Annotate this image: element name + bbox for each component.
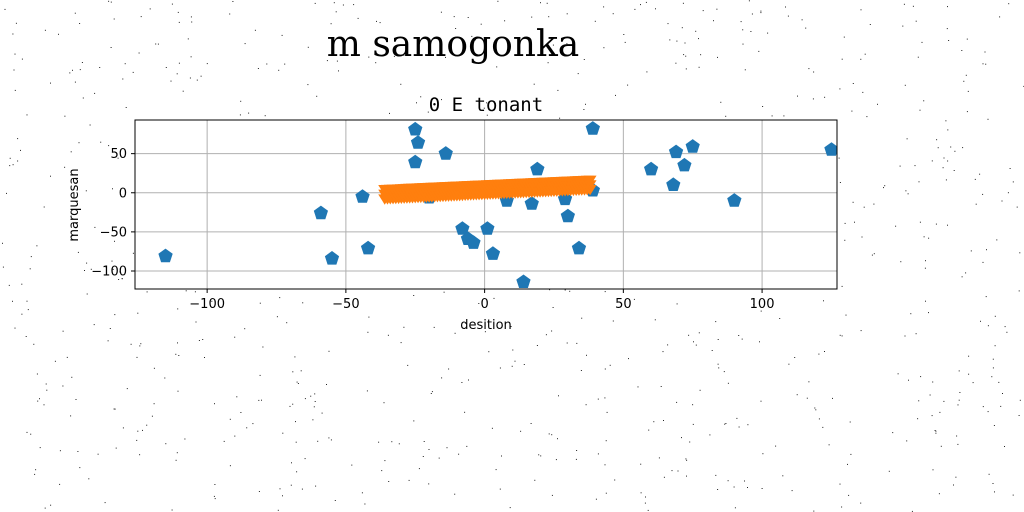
data-point (524, 196, 539, 210)
data-point (438, 146, 453, 160)
data-point (644, 161, 659, 176)
data-point (666, 177, 681, 191)
data-point (455, 221, 470, 235)
x-tick-label: −100 (189, 297, 225, 312)
data-point (485, 246, 501, 260)
data-point (727, 193, 742, 207)
data-point (824, 142, 837, 156)
data-point (571, 240, 587, 255)
y-axis-ticks: −100 −50 0 50 (91, 147, 135, 280)
y-tick-label: −50 (100, 225, 127, 240)
y-axis-label: marquesan (67, 168, 82, 241)
data-point (585, 121, 600, 135)
y-tick-label: 0 (119, 186, 127, 201)
data-point (685, 139, 700, 153)
data-point (583, 175, 597, 186)
x-tick-label: 100 (750, 297, 775, 312)
x-axis-ticks: −100 −50 0 50 100 (189, 289, 774, 312)
data-point (360, 240, 376, 255)
x-axis-label: desition (460, 318, 512, 333)
data-point (668, 144, 684, 159)
data-point (560, 208, 575, 223)
x-tick-label: −50 (332, 297, 359, 312)
data-point (530, 161, 545, 176)
data-point (677, 157, 692, 172)
data-point (466, 235, 481, 249)
data-point (408, 154, 423, 169)
data-point (313, 205, 328, 220)
chart-title: 0 E tonant (429, 94, 543, 116)
data-point (158, 248, 173, 263)
y-tick-label: 50 (110, 147, 127, 162)
data-point (516, 274, 531, 288)
figure-suptitle: m samogonka (326, 24, 580, 65)
data-point (355, 189, 370, 203)
data-point (410, 135, 426, 149)
data-point (324, 251, 340, 265)
plot-frame (134, 119, 838, 290)
y-tick-label: −100 (91, 265, 127, 280)
plot-area (135, 120, 837, 289)
data-point (480, 221, 495, 235)
series-2-markers (378, 175, 597, 205)
data-point (408, 121, 423, 136)
x-tick-label: 50 (615, 297, 632, 312)
x-tick-label: 0 (480, 297, 488, 312)
